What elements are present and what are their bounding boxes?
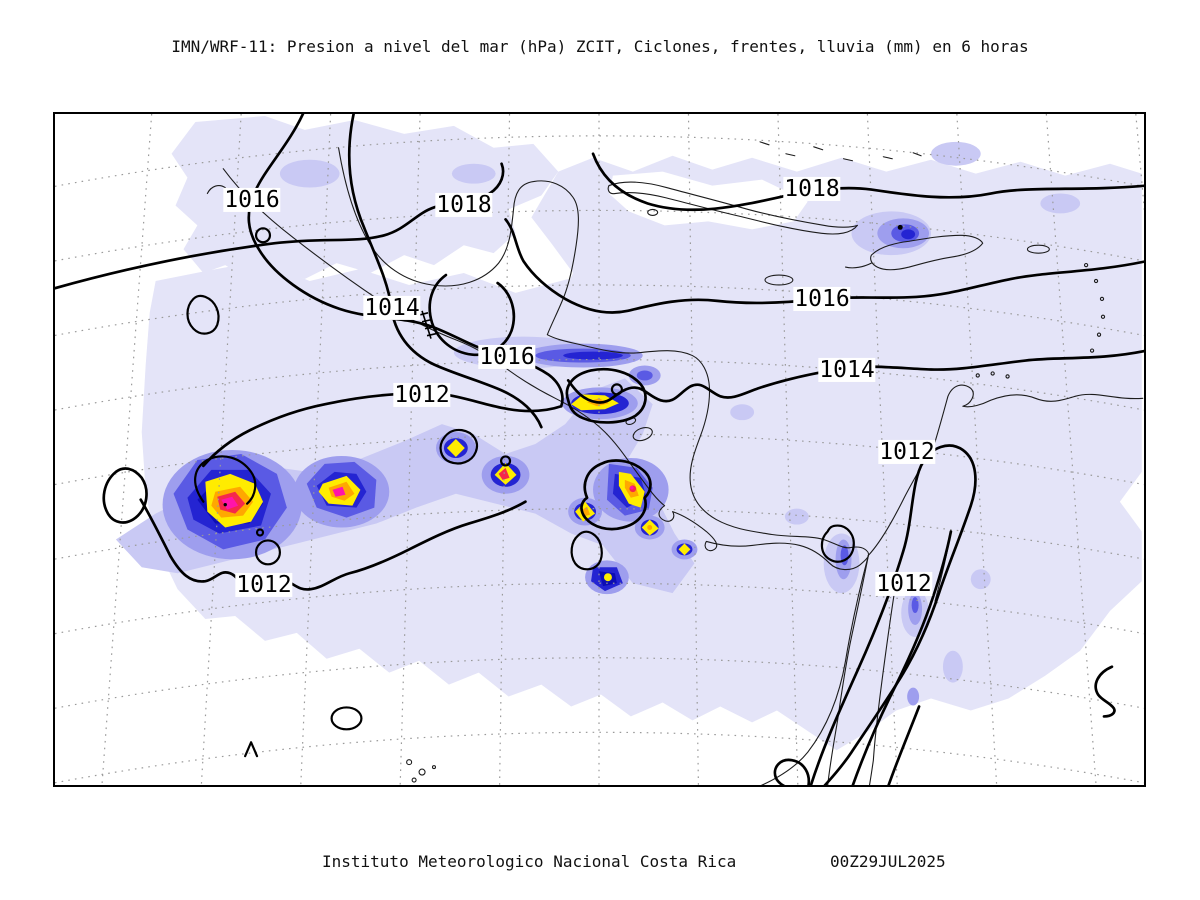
rain-cell-core: [630, 485, 634, 490]
isla-juventud: [647, 208, 659, 216]
rain-cell-core: [221, 496, 239, 510]
isobar-1014-nw: [347, 114, 543, 429]
isobar-closed-small: [820, 524, 855, 563]
max-marker: [897, 224, 903, 230]
rain-cell-core: [332, 486, 346, 497]
lesser-antilles-islands: [975, 262, 1106, 379]
rain-spot: [730, 404, 755, 421]
puerto-rico-coastline: [1026, 244, 1050, 254]
rain-cell-core: [498, 467, 510, 480]
timestamp-label: 00Z29JUL2025: [830, 852, 946, 871]
isobar-closed-small: [330, 706, 363, 731]
isobar-1014-east: [566, 349, 1144, 404]
isobar-1016-east: [504, 218, 1144, 314]
isobar-cell-a-loop: [194, 455, 257, 505]
page-title: IMN/WRF-11: Presion a nivel del mar (hPa…: [171, 37, 1029, 56]
isobar-1012-colombia-inner: [851, 530, 953, 785]
south-america-pacific-coastline: [760, 554, 869, 785]
weather-map: [55, 114, 1144, 785]
isobar-closed-tiny: [255, 528, 265, 537]
rain-spot: [279, 159, 340, 188]
rain-streak: [563, 351, 623, 360]
isobar-cell-c-loop: [439, 428, 479, 465]
colombia-venezuela-coastline: [867, 384, 1144, 556]
isobar-closed-tiny: [254, 539, 281, 566]
map-frame: 1016 1018 1018 1014 1016 1016 1014 1012 1012 1012…: [53, 112, 1146, 787]
colombia-border-line: [869, 580, 897, 785]
rain-patch: [424, 589, 526, 659]
rain-spot: [931, 141, 981, 166]
isobar-closed-small: [186, 294, 220, 335]
institute-label: Instituto Meteorologico Nacional Costa R…: [322, 852, 737, 871]
isobar-1012-colombia-outer: [809, 444, 977, 785]
isobar-squiggle-bundle: [773, 758, 811, 785]
isobar-1012-colombia-inner2: [887, 705, 921, 785]
isobar-closed-low: [102, 467, 148, 524]
isobar-mark: [244, 741, 259, 758]
lake-nicaragua: [632, 426, 653, 442]
cuba-coastline: [607, 181, 859, 235]
isobar-s-squiggle: [1094, 665, 1116, 718]
rain-spot: [1040, 193, 1081, 214]
max-marker: [223, 502, 227, 507]
front-symbol: [419, 310, 437, 339]
rain-spot: [911, 597, 919, 614]
isobar-yucatan-hook: [428, 273, 516, 357]
colombia-border-line: [827, 554, 869, 785]
isobar-closed-tiny: [499, 455, 512, 467]
coast-fragment: [206, 185, 226, 195]
isobar-closed-small: [570, 530, 603, 571]
rain-spot: [970, 569, 991, 590]
haiti-peninsula: [844, 262, 872, 269]
rain-cell-core: [678, 543, 691, 556]
bahamas-islands: [759, 141, 922, 162]
isobar-closed-tiny: [254, 227, 272, 244]
rain-spot: [451, 163, 496, 184]
rain-spot: [907, 687, 920, 706]
rain-spot: [901, 229, 916, 240]
rain-spot: [784, 508, 809, 525]
hispaniola-coastline: [870, 234, 984, 271]
isobar-cell-f-loop: [580, 459, 652, 531]
gulf-caribbean-coastline: [338, 147, 869, 556]
rain-cell-core: [603, 573, 612, 582]
jamaica-coastline: [764, 274, 794, 286]
rain-cell-core: [647, 525, 653, 531]
coastline-layer: [206, 141, 1144, 785]
isobar-closed-tiny: [610, 383, 623, 396]
rain-patch: [171, 115, 559, 282]
rain-spot: [636, 370, 653, 381]
galapagos-islands: [406, 759, 437, 783]
isobar-cell-e-loop: [565, 367, 647, 424]
rain-spot: [942, 650, 963, 683]
